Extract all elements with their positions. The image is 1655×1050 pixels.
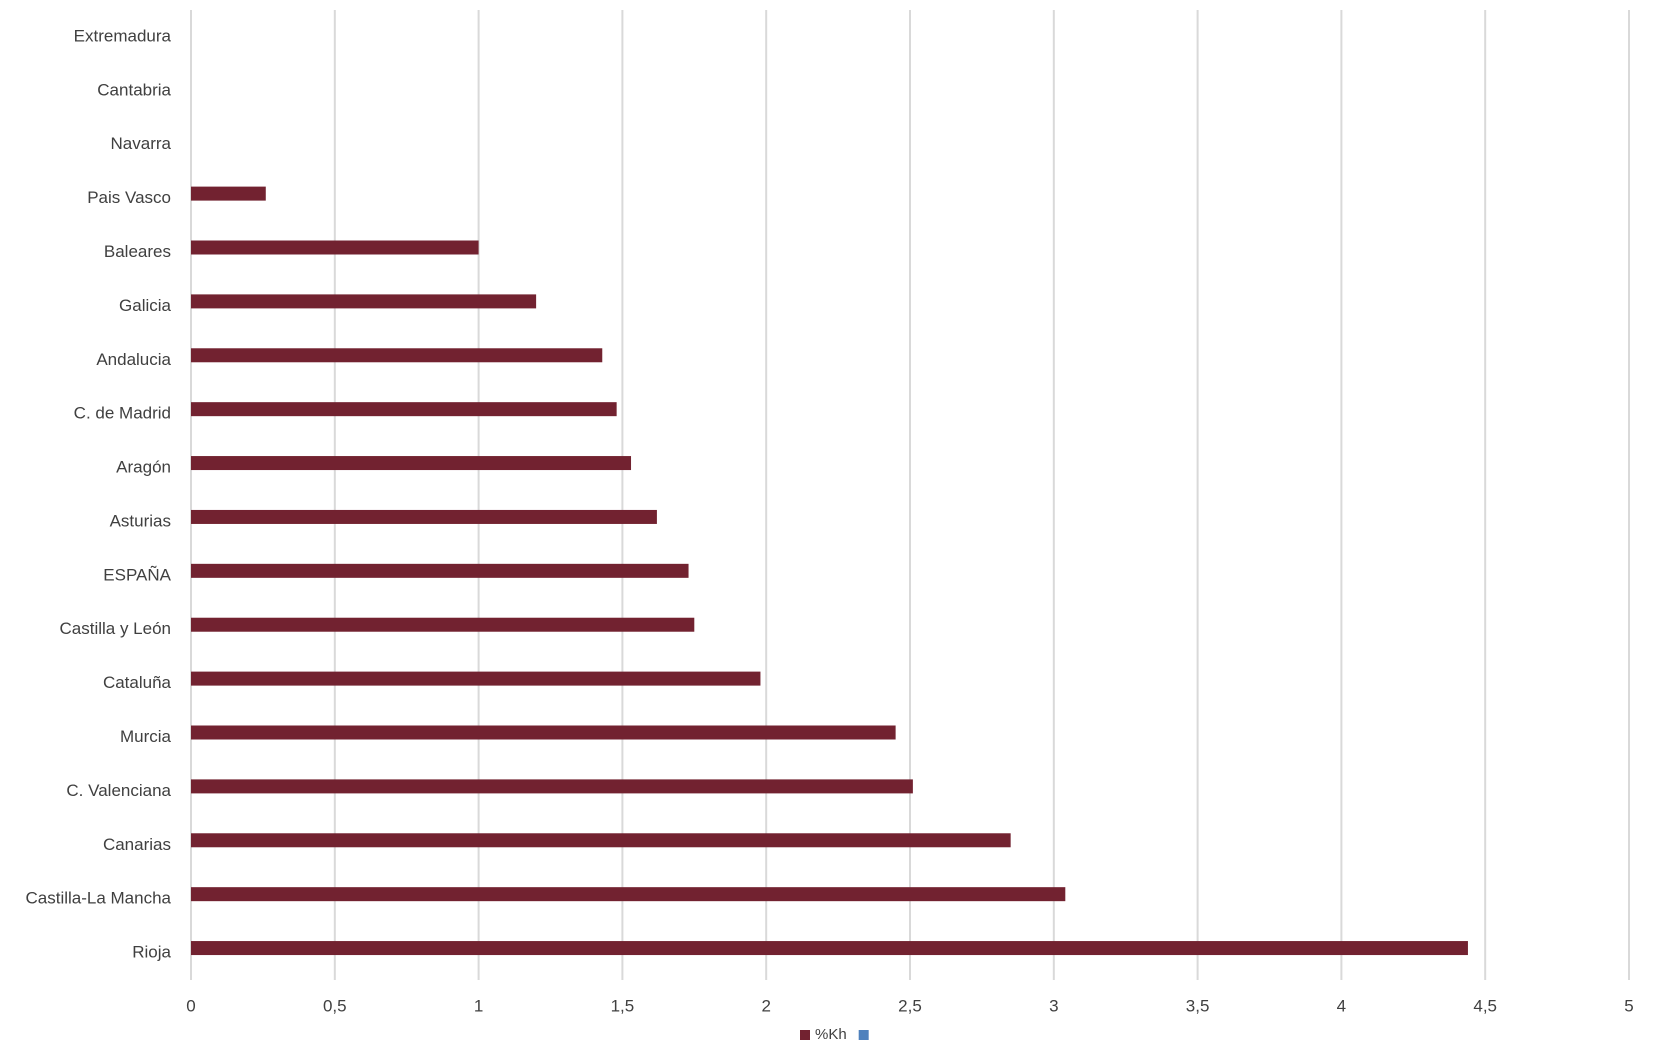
bar bbox=[191, 348, 603, 363]
x-tick-label: 1 bbox=[474, 996, 483, 1015]
legend-label: %Kh bbox=[815, 1026, 847, 1043]
x-tick-label: 0 bbox=[186, 996, 195, 1015]
x-tick-label: 3,5 bbox=[1186, 996, 1210, 1015]
x-tick-label: 4 bbox=[1337, 996, 1346, 1015]
y-tick-label: ESPAÑA bbox=[103, 565, 171, 584]
y-tick-label: Pais Vasco bbox=[87, 188, 171, 207]
y-tick-label: Murcia bbox=[120, 727, 172, 746]
y-tick-label: Rioja bbox=[132, 943, 171, 962]
x-tick-label: 5 bbox=[1624, 996, 1633, 1015]
y-tick-label: Castilla y León bbox=[59, 619, 171, 638]
x-tick-label: 4,5 bbox=[1473, 996, 1497, 1015]
bar bbox=[191, 833, 1011, 848]
y-tick-label: C. Valenciana bbox=[66, 781, 171, 800]
bar bbox=[191, 240, 479, 255]
y-tick-label: Baleares bbox=[104, 242, 171, 261]
x-tick-label: 2 bbox=[761, 996, 770, 1015]
bar bbox=[191, 186, 266, 201]
bar bbox=[191, 617, 695, 632]
x-tick-label: 2,5 bbox=[898, 996, 922, 1015]
x-tick-label: 3 bbox=[1049, 996, 1058, 1015]
x-tick-label: 1,5 bbox=[611, 996, 635, 1015]
y-tick-label: C. de Madrid bbox=[74, 404, 171, 423]
bar bbox=[191, 725, 896, 740]
bar bbox=[191, 779, 913, 794]
bar bbox=[191, 563, 689, 578]
bar bbox=[191, 402, 617, 417]
y-tick-label: Canarias bbox=[103, 835, 171, 854]
x-tick-label: 0,5 bbox=[323, 996, 347, 1015]
y-tick-label: Asturias bbox=[110, 511, 171, 530]
bar bbox=[191, 509, 657, 524]
legend-swatch bbox=[800, 1030, 810, 1040]
y-tick-label: Aragón bbox=[116, 458, 171, 477]
y-tick-label: Andalucia bbox=[96, 350, 171, 369]
bar bbox=[191, 456, 632, 471]
bar bbox=[191, 887, 1066, 902]
bar bbox=[191, 294, 537, 309]
y-tick-label: Navarra bbox=[111, 134, 172, 153]
legend-swatch bbox=[858, 1030, 869, 1040]
y-tick-label: Extremadura bbox=[74, 26, 172, 45]
y-tick-label: Cantabria bbox=[97, 80, 171, 99]
y-tick-label: Castilla-La Mancha bbox=[25, 889, 171, 908]
bar bbox=[191, 671, 761, 686]
y-tick-label: Cataluña bbox=[103, 673, 172, 692]
y-tick-label: Galicia bbox=[119, 296, 172, 315]
bar bbox=[191, 941, 1468, 956]
